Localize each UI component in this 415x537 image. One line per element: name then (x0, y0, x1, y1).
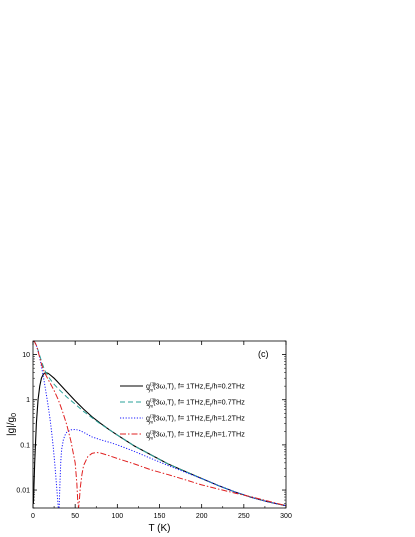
legend-label-2: g(3) yx(3ω,T), f= 1THz,Ef/h=0.7THz (146, 397, 245, 409)
y-tick-label: 0.01 (16, 488, 30, 495)
y-axis-title-main: |g|/g (6, 417, 17, 436)
legend-label-1: g(3) yx(3ω,T), f= 1THz,Ef/h=0.2THz (146, 381, 245, 393)
legend-label-3: g(3) yx(3ω,T), f= 1THz,Ef/h=1.2THz (146, 413, 245, 425)
x-tick-label: 100 (111, 513, 123, 520)
legend-label-tail: /h=1.7THz (211, 430, 245, 439)
plot-frame (32, 340, 287, 509)
x-tick-label: 200 (196, 513, 208, 520)
y-axis-title: |g|/g0 (6, 413, 18, 436)
legend-label-sup: (3) (150, 413, 156, 419)
y-axis: 0.01 0.1 1 10 (16, 340, 286, 509)
panel-label: (c) (258, 349, 269, 359)
series-layer (33, 341, 286, 508)
legend-label-sub2: f (210, 387, 212, 393)
series-line-1 (33, 372, 286, 507)
legend-label-tail: /h=1.2THz (211, 414, 245, 423)
legend-label-sub2: f (210, 435, 212, 441)
legend-label-sub: yx (148, 420, 153, 425)
legend-label-g: g (146, 398, 150, 407)
x-tick-label: 250 (238, 513, 250, 520)
legend-label-tail: /h=0.2THz (211, 382, 245, 391)
legend-label-sub2: f (210, 403, 212, 409)
y-tick-label: 0.1 (20, 442, 30, 449)
legend-label-sup: (3) (150, 381, 156, 387)
y-axis-title-sub: 0 (11, 413, 18, 417)
legend-label-sub: yx (148, 436, 153, 441)
legend-label-sub: yx (148, 404, 153, 409)
legend-label-arg: (3ω,T), f= 1THz,E (153, 398, 210, 407)
legend-label-tail: /h=0.7THz (211, 398, 245, 407)
legend-label-arg: (3ω,T), f= 1THz,E (153, 430, 210, 439)
legend-label-sup: (3) (150, 429, 156, 435)
legend-label-sub: yx (148, 388, 153, 393)
y-tick-label: 1 (26, 397, 30, 404)
x-axis-title: T (K) (148, 523, 170, 534)
x-axis: 0 50 100 150 200 250 300 (31, 341, 292, 520)
legend-label-sup: (3) (150, 397, 156, 403)
x-tick-label: 150 (154, 513, 166, 520)
x-tick-label: 300 (280, 513, 292, 520)
legend-label-4: g(3) yx(3ω,T), f= 1THz,Ef/h=1.7THz (146, 429, 245, 441)
series-line-2 (33, 341, 286, 507)
legend-label-g: g (146, 414, 150, 423)
series-line-3 (33, 341, 286, 508)
legend-label-sub2: f (210, 419, 212, 425)
x-tick-label: 50 (71, 513, 79, 520)
legend-label-g: g (146, 430, 150, 439)
x-tick-label: 0 (31, 513, 35, 520)
series-line-4 (33, 341, 286, 508)
legend-label-arg: (3ω,T), f= 1THz,E (153, 382, 210, 391)
y-tick-label: 10 (22, 352, 30, 359)
legend-label-arg: (3ω,T), f= 1THz,E (153, 414, 210, 423)
legend-label-g: g (146, 382, 150, 391)
